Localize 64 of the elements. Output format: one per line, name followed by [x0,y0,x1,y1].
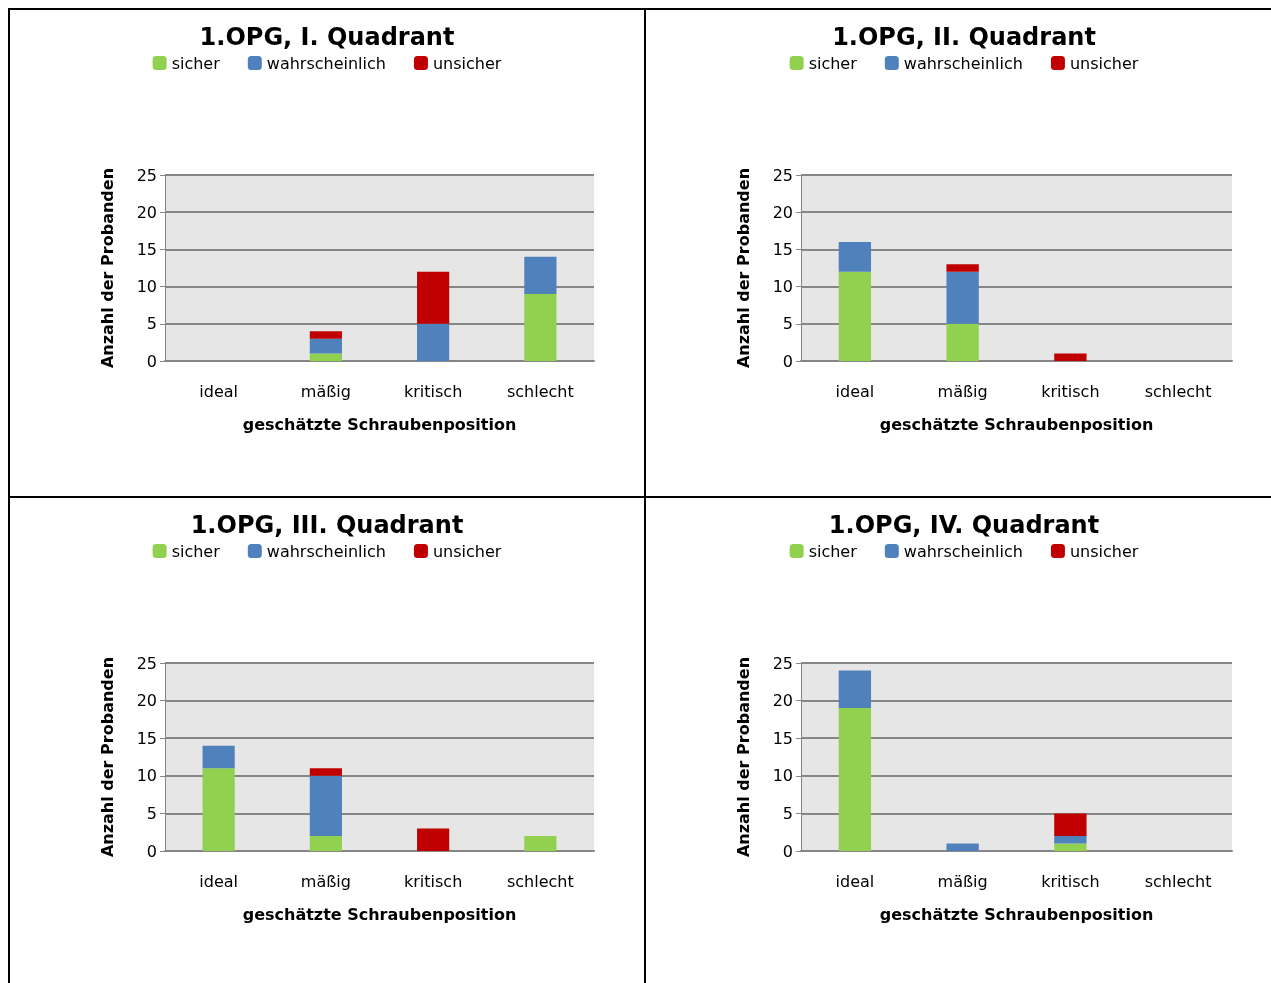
x-tick-label: kritisch [403,381,463,401]
legend-label: unsicher [1069,541,1139,561]
y-tick-label: 25 [136,165,157,185]
legend-label: wahrscheinlich [903,541,1023,561]
y-tick-label: 0 [782,841,793,861]
legend-label: wahrscheinlich [903,53,1023,73]
y-axis-title: Anzahl der Probanden [97,167,117,369]
legend-label: unsicher [432,541,502,561]
x-tick-label: kritisch [1041,381,1100,401]
chart-title: 1.OPG, I. Quadrant [199,23,455,51]
y-tick-label: 0 [146,351,157,371]
legend-label: unsicher [1069,53,1139,73]
x-tick-label: mäßig [300,381,351,401]
y-tick-label: 10 [772,277,793,297]
y-tick-label: 5 [146,803,157,823]
y-tick-label: 15 [136,239,157,259]
x-tick-label: mäßig [937,871,988,891]
x-tick-label: schlecht [1144,871,1212,891]
x-tick-label: ideal [835,381,875,401]
x-tick-label: schlecht [506,381,574,401]
x-axis-title: geschätzte Schraubenposition [879,904,1154,924]
legend-label: wahrscheinlich [266,53,386,73]
y-axis-title: Anzahl der Probanden [733,167,753,369]
y-tick-label: 20 [772,691,793,711]
legend-label: sicher [808,541,858,561]
x-tick-label: mäßig [937,381,988,401]
legend-label: sicher [171,53,221,73]
x-axis-title: geschätzte Schraubenposition [242,904,517,924]
chart-title: 1.OPG, IV. Quadrant [828,511,1100,539]
x-axis-title: geschätzte Schraubenposition [879,414,1154,434]
x-tick-label: mäßig [300,871,351,891]
x-tick-label: ideal [835,871,875,891]
legend-label: sicher [171,541,221,561]
y-tick-label: 20 [772,202,793,222]
y-tick-label: 25 [772,653,793,673]
y-tick-label: 20 [136,202,157,222]
y-tick-label: 25 [772,165,793,185]
y-axis-title: Anzahl der Probanden [97,656,117,858]
y-tick-label: 5 [782,803,793,823]
x-tick-label: ideal [199,381,238,401]
y-tick-label: 10 [772,766,793,786]
x-tick-label: kritisch [403,871,463,891]
y-tick-label: 5 [146,314,157,334]
y-tick-label: 15 [136,728,157,748]
y-axis-title: Anzahl der Probanden [733,656,753,858]
y-tick-label: 15 [772,239,793,259]
x-axis-title: geschätzte Schraubenposition [242,414,517,434]
legend-label: unsicher [432,53,502,73]
x-tick-label: ideal [199,871,238,891]
y-tick-label: 0 [782,351,793,371]
y-tick-label: 10 [136,766,157,786]
y-tick-label: 5 [782,314,793,334]
y-tick-label: 0 [146,841,157,861]
x-tick-label: schlecht [506,871,574,891]
y-tick-label: 10 [136,277,157,297]
y-tick-label: 15 [772,728,793,748]
chart-title: 1.OPG, III. Quadrant [190,511,464,539]
x-tick-label: kritisch [1041,871,1100,891]
x-tick-label: schlecht [1144,381,1212,401]
legend-label: sicher [808,53,858,73]
legend-label: wahrscheinlich [266,541,386,561]
y-tick-label: 20 [136,691,157,711]
chart-title: 1.OPG, II. Quadrant [832,23,1096,51]
y-tick-label: 25 [136,653,157,673]
